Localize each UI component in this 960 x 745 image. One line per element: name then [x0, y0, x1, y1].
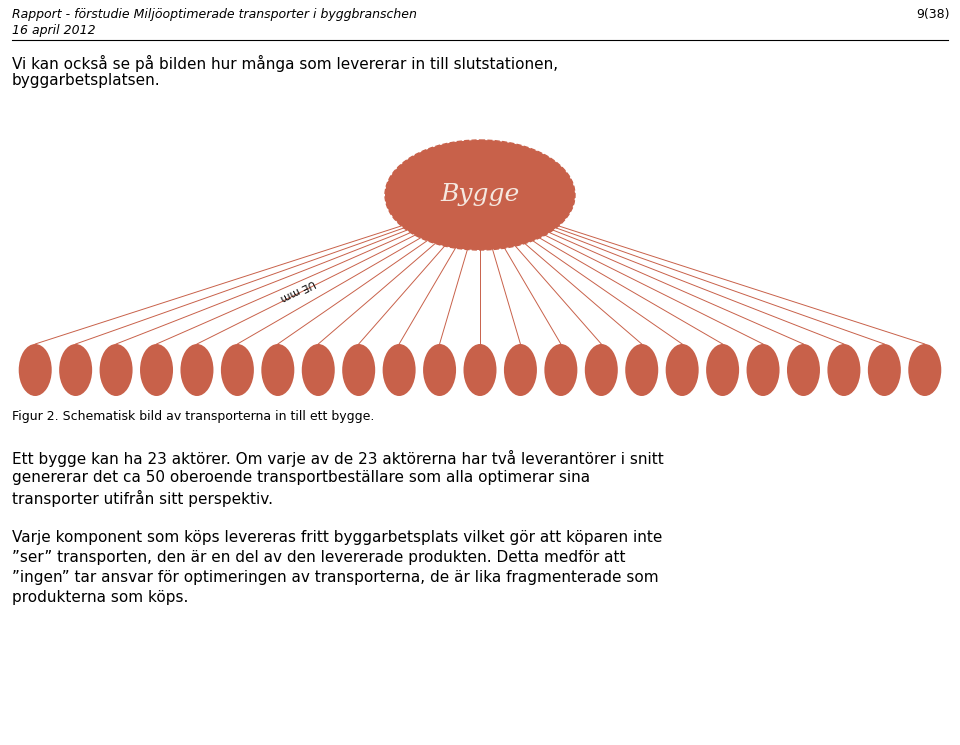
Text: ”ser” transporten, den är en del av den levererade produkten. Detta medför att: ”ser” transporten, den är en del av den … [12, 550, 626, 565]
Ellipse shape [665, 344, 699, 396]
Ellipse shape [140, 344, 173, 396]
Ellipse shape [625, 344, 659, 396]
Ellipse shape [221, 344, 253, 396]
Text: Vi kan också se på bilden hur många som levererar in till slutstationen,: Vi kan också se på bilden hur många som … [12, 55, 558, 72]
Text: genererar det ca 50 oberoende transportbeställare som alla optimerar sina: genererar det ca 50 oberoende transportb… [12, 470, 590, 485]
Ellipse shape [423, 344, 456, 396]
Ellipse shape [464, 344, 496, 396]
Ellipse shape [301, 344, 335, 396]
Text: UE mm: UE mm [279, 276, 317, 302]
Text: 9(38): 9(38) [917, 8, 950, 21]
Text: Bygge: Bygge [441, 183, 519, 206]
Text: Varje komponent som köps levereras fritt byggarbetsplats vilket gör att köparen : Varje komponent som köps levereras fritt… [12, 530, 662, 545]
Ellipse shape [544, 344, 577, 396]
Text: 16 april 2012: 16 april 2012 [12, 24, 96, 37]
Ellipse shape [747, 344, 780, 396]
Text: ”ingen” tar ansvar för optimeringen av transporterna, de är lika fragmenterade s: ”ingen” tar ansvar för optimeringen av t… [12, 570, 659, 585]
Ellipse shape [828, 344, 860, 396]
Ellipse shape [908, 344, 942, 396]
Text: Rapport - förstudie Miljöoptimerade transporter i byggbranschen: Rapport - förstudie Miljöoptimerade tran… [12, 8, 417, 21]
Ellipse shape [342, 344, 375, 396]
Ellipse shape [261, 344, 295, 396]
Ellipse shape [707, 344, 739, 396]
Ellipse shape [585, 344, 618, 396]
Ellipse shape [868, 344, 900, 396]
Ellipse shape [100, 344, 132, 396]
Ellipse shape [180, 344, 213, 396]
Text: byggarbetsplatsen.: byggarbetsplatsen. [12, 73, 160, 88]
Text: transporter utifrån sitt perspektiv.: transporter utifrån sitt perspektiv. [12, 490, 273, 507]
Ellipse shape [383, 344, 416, 396]
Text: Figur 2. Schematisk bild av transporterna in till ett bygge.: Figur 2. Schematisk bild av transportern… [12, 410, 374, 423]
Text: produkterna som köps.: produkterna som köps. [12, 590, 188, 605]
Text: Ett bygge kan ha 23 aktörer. Om varje av de 23 aktörerna har två leverantörer i : Ett bygge kan ha 23 aktörer. Om varje av… [12, 450, 663, 467]
Ellipse shape [787, 344, 820, 396]
Ellipse shape [60, 344, 92, 396]
Ellipse shape [18, 344, 52, 396]
Ellipse shape [385, 140, 575, 250]
Ellipse shape [504, 344, 537, 396]
